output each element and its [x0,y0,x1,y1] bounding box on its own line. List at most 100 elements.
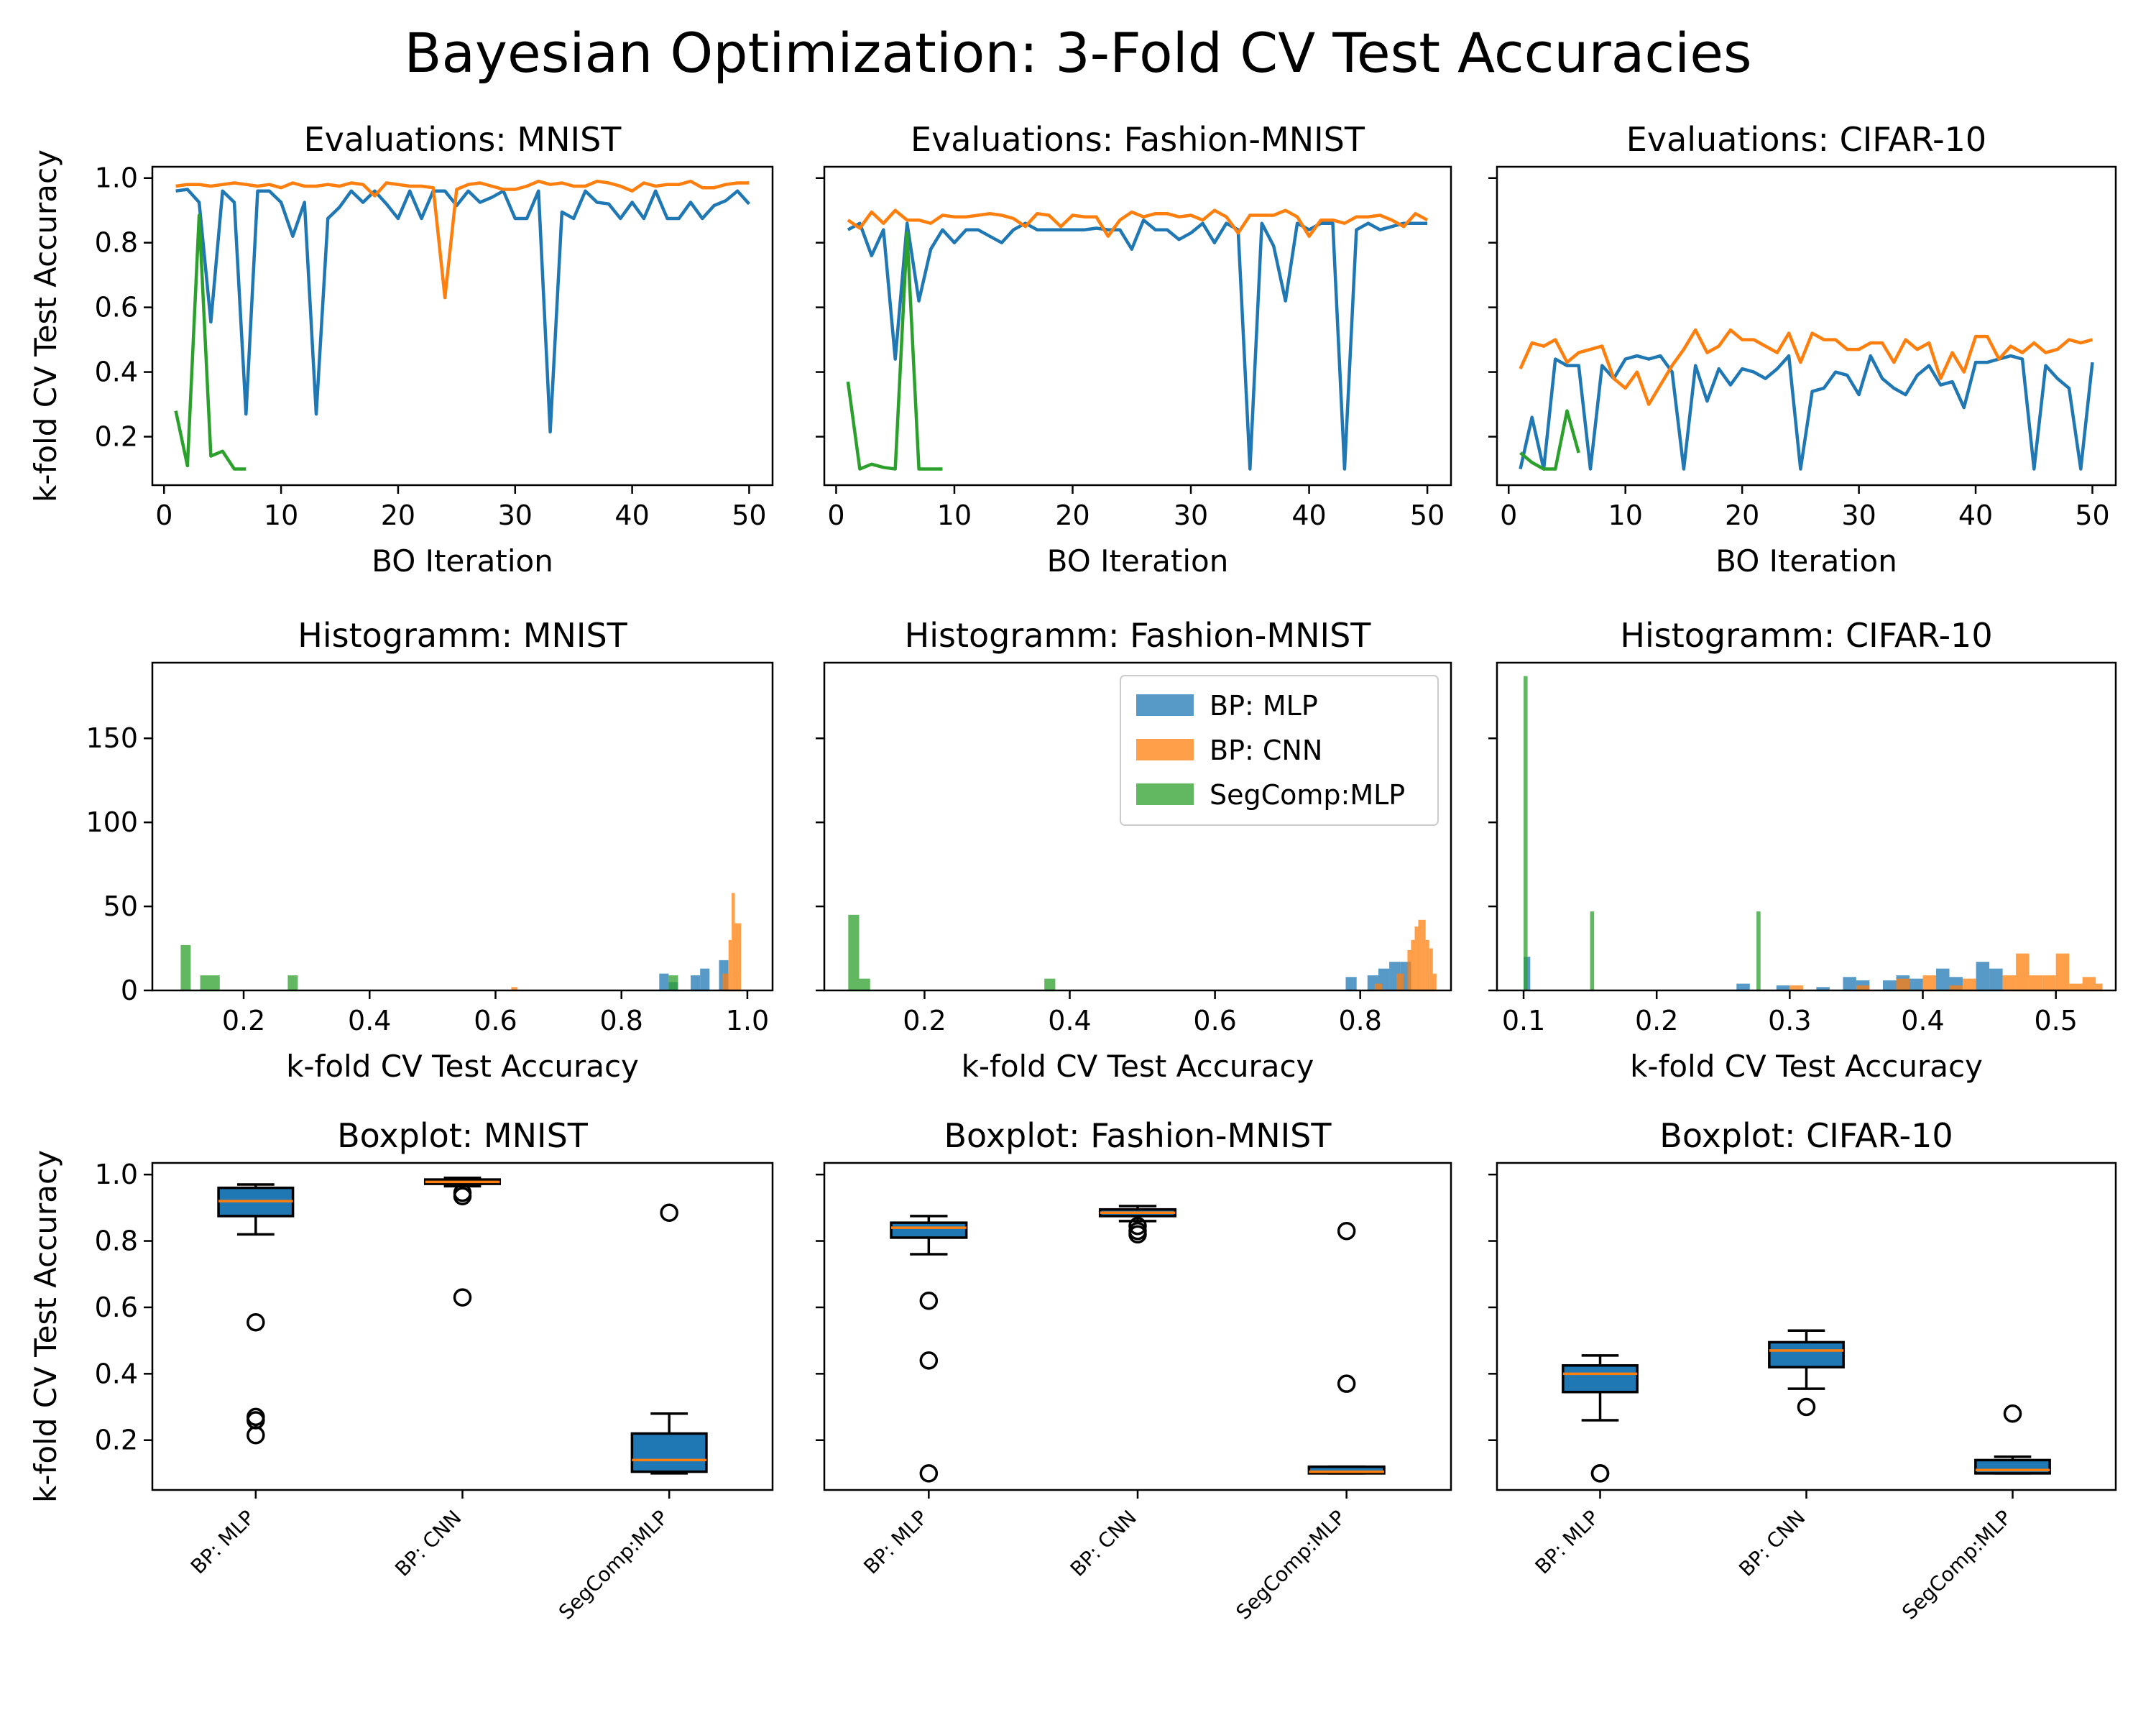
x-tick-label: 0.2 [222,1005,265,1036]
hist-bar-seg [200,975,220,990]
panel-eval-fashion: Evaluations: Fashion-MNIST 0 10 20 30 40 50 BO … [816,120,1452,579]
plot-area [846,208,1429,471]
hist-bar-cnn [734,923,742,990]
box-iqr [1562,1364,1639,1394]
x-tick-label: 10 [937,500,972,531]
series-line-seg [1519,409,1580,471]
hist-bar-mlp [1936,968,1950,990]
hist-bar-cnn [1429,948,1433,990]
x-tick-label: 40 [1958,500,1993,531]
hist-bar-cnn [2096,983,2103,990]
legend-swatch-mlp [1136,694,1194,716]
hist-bar-cnn [1896,978,1909,990]
hist-bar-mlp [1776,985,1790,990]
hist-bar-mlp [700,968,710,990]
legend-box [1120,675,1439,826]
axes-frame [151,661,774,992]
series-line-cnn [1519,328,2093,406]
y-tick-label: 0 [121,975,138,1006]
panel-title: Histogramm: Fashion-MNIST [905,616,1372,655]
hist-bar-cnn [511,987,518,990]
hist-bar-mlp [1816,987,1830,990]
panel-hist-cifar: Histogramm: CIFAR-10 0.1 0.2 0.3 0.4 0.5 k-fol… [1488,616,2117,1084]
x-tick-label: 40 [614,500,649,531]
panel-title: Boxplot: Fashion-MNIST [944,1116,1332,1155]
box-flier [1337,1374,1356,1393]
y-tick-label: 0.2 [95,421,138,453]
x-tick-label: 0.2 [1635,1005,1678,1036]
box-flier [919,1291,939,1310]
series-line-mlp [175,188,751,434]
box-flier [453,1187,472,1205]
plot-area [1524,676,2103,990]
y-tick-label: 100 [86,806,138,838]
series-line-seg [846,231,943,471]
box-flier [1797,1397,1816,1417]
legend: BP: MLP BP: CNN SegComp:MLP [1120,675,1439,826]
x-tick-label: 0.3 [1768,1005,1811,1036]
plot-area [1562,1329,2051,1483]
x-tick-label: 0.5 [2034,1005,2077,1036]
hist-bar-cnn [2002,975,2017,990]
box-flier [247,1426,265,1445]
legend-label: BP: CNN [1210,735,1322,766]
x-tick-label: 0.4 [1901,1005,1944,1036]
hist-bar-cnn [1418,919,1422,990]
y-tick-label: 0.8 [95,227,138,259]
hist-bar-seg [287,975,298,990]
y-tick-label: 1.0 [95,162,138,194]
panel-title: Histogramm: MNIST [298,616,627,655]
panel-title: Boxplot: MNIST [337,1116,589,1155]
hist-bar-mlp [1736,983,1750,990]
legend-swatch-cnn [1136,739,1194,760]
y-tick-label: 0.6 [95,1292,138,1323]
axes-frame [151,165,774,487]
hist-bar-cnn [1414,926,1419,990]
axes-frame [1496,661,2117,992]
hist-bar-cnn [1922,975,1936,990]
x-tick-label: 0 [1500,500,1517,531]
axes-frame [823,165,1452,487]
x-tick-label: 0.6 [474,1005,517,1036]
box-flier [1128,1225,1147,1244]
legend-label: SegComp:MLP [1210,779,1405,811]
box-flier [453,1288,472,1307]
panel-title: Evaluations: CIFAR-10 [1626,120,1986,159]
y-tick-label: 0.4 [95,1358,138,1389]
hist-bar-cnn [1374,983,1382,990]
box-flier [919,1464,939,1483]
box-flier [1337,1221,1356,1241]
x-tick-label: 50 [2075,500,2109,531]
series-line-cnn [847,208,1429,238]
hist-bar-cnn [732,893,735,990]
x-tick-label: 10 [1608,500,1643,531]
hist-bar-cnn [2042,975,2056,990]
x-tick-label: 30 [498,500,533,531]
y-tick-label: 0.2 [95,1425,138,1456]
x-tick-label: 0.6 [1193,1005,1236,1036]
hist-bar-mlp [659,973,669,990]
x-tick-label: 20 [381,500,415,531]
plot-area [1519,328,2094,471]
hist-bar-cnn [722,973,729,990]
hist-bar-seg [1590,911,1595,990]
hist-bar-cnn [1949,985,1963,990]
y-axis-label: k-fold CV Test Accuracy [28,1150,63,1503]
hist-bar-cnn [728,939,732,990]
series-line-mlp [1519,354,2094,471]
x-tick-label: 0 [155,500,172,531]
plot-area [217,1177,708,1475]
x-axis-label: BO Iteration [1047,543,1229,579]
box-iqr [1768,1340,1845,1368]
x-tick-label: 0.2 [903,1005,946,1036]
y-tick-label: 1.0 [95,1159,138,1190]
hist-bar-cnn [1963,978,1976,990]
hist-bar-mlp [1345,977,1357,990]
hist-bar-cnn [1856,985,1870,990]
box-flier [660,1203,678,1223]
box-flier [1128,1217,1147,1236]
box-flier [247,1312,265,1332]
hist-bar-mlp [1909,978,1923,990]
hist-bar-cnn [1425,939,1429,990]
